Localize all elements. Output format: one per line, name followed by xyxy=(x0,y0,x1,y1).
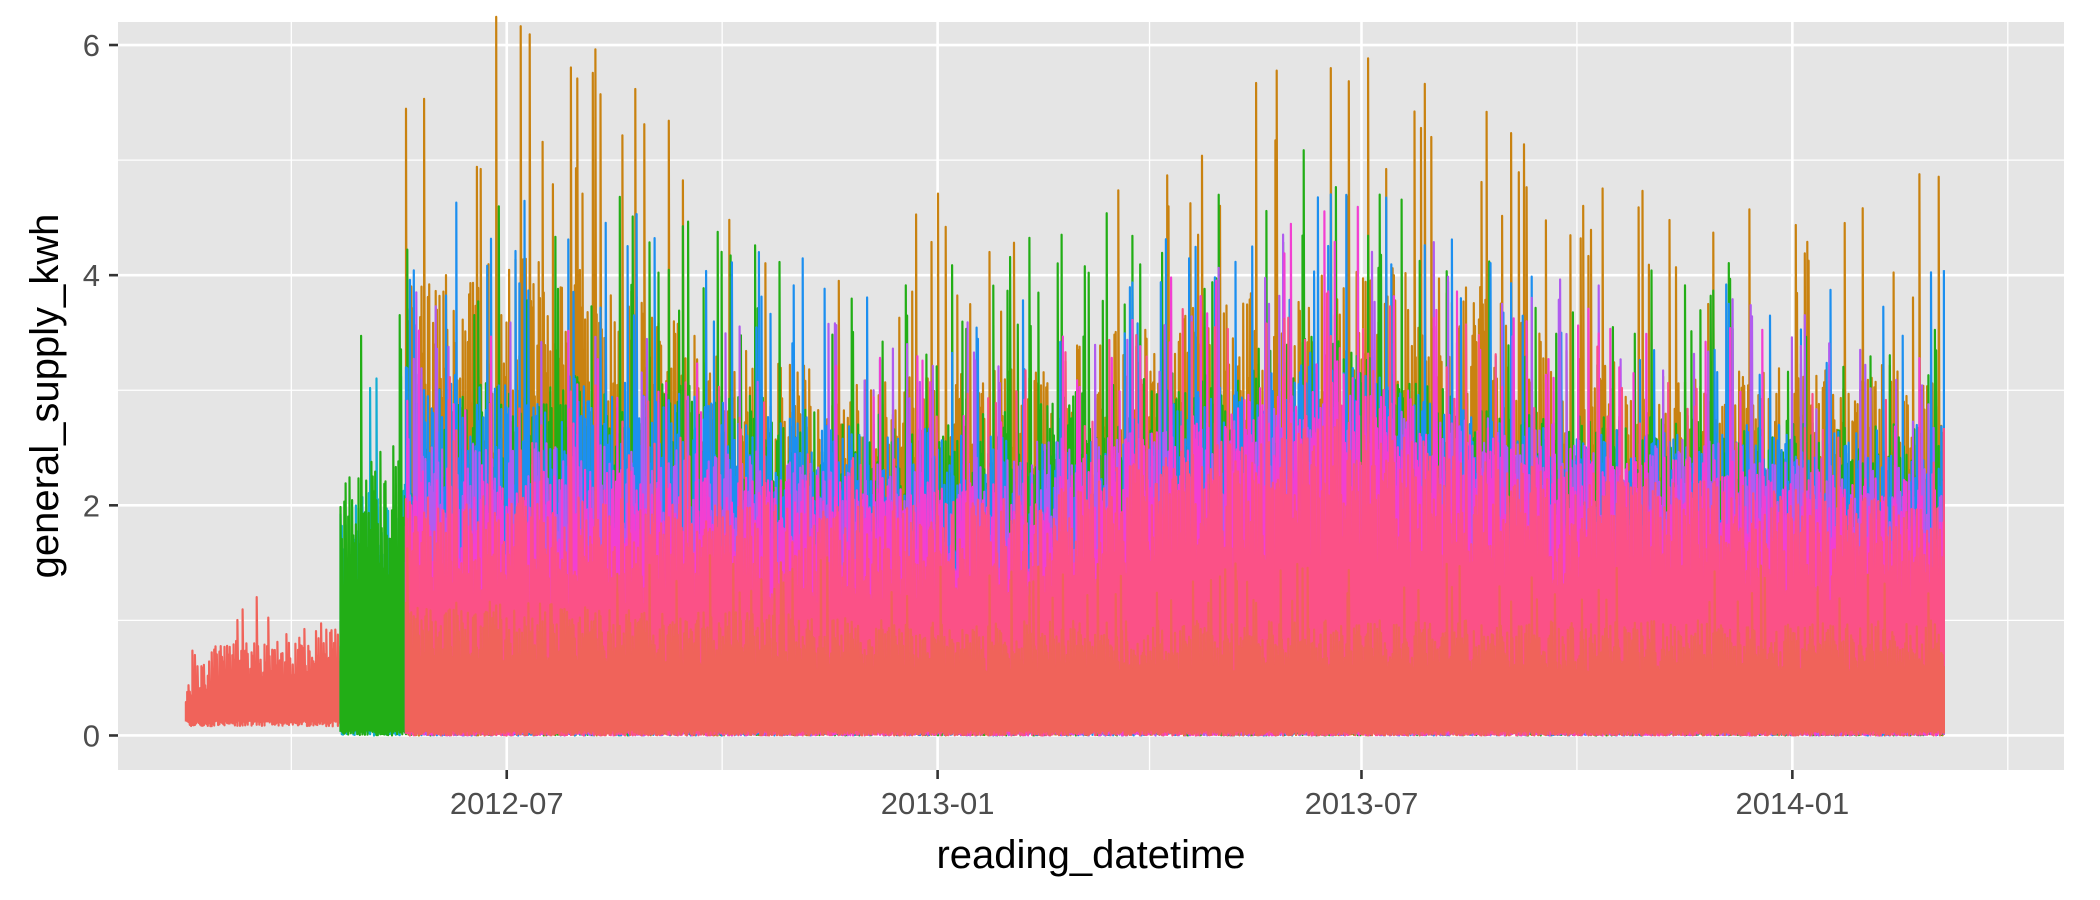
y-tick-label: 4 xyxy=(83,258,100,293)
x-axis: 2012-07 2013-01 2013-07 2014-01 xyxy=(450,770,1849,821)
series-line-9 xyxy=(404,547,1945,737)
series-line-0 xyxy=(184,596,342,728)
y-axis-title: general_supply_kwh xyxy=(23,214,67,579)
y-tick-label: 0 xyxy=(83,718,100,753)
x-tick-label: 2013-07 xyxy=(1305,786,1419,821)
x-tick-label: 2012-07 xyxy=(450,786,564,821)
y-tick-label: 6 xyxy=(83,28,100,63)
y-tick-label: 2 xyxy=(83,488,100,523)
x-axis-title: reading_datetime xyxy=(936,833,1245,877)
y-axis: 0 2 4 6 xyxy=(83,28,118,753)
x-tick-label: 2013-01 xyxy=(881,786,995,821)
series-layer xyxy=(184,15,1945,737)
x-tick-label: 2014-01 xyxy=(1735,786,1849,821)
series-line-2 xyxy=(339,314,406,737)
